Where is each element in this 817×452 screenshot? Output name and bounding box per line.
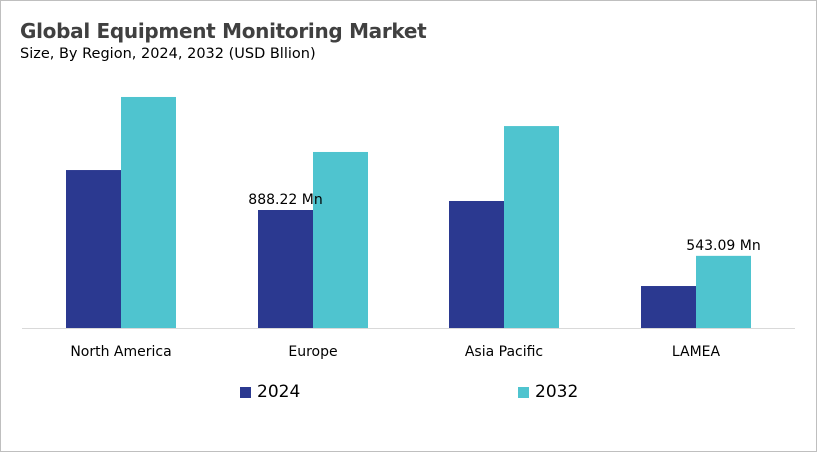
legend-label-2032: 2032 — [535, 382, 579, 402]
data-label: 888.22 Mn — [248, 192, 322, 208]
x-tick-label: Asia Pacific — [465, 344, 543, 360]
x-tick-label: Europe — [288, 344, 337, 360]
x-tick-label: North America — [70, 344, 171, 360]
x-tick-label: LAMEA — [672, 344, 721, 360]
bar-2032-asia-pacific — [504, 126, 559, 328]
legend-item-2032: 2032 — [518, 382, 578, 402]
bar-2032-europe — [313, 151, 368, 328]
bar-2024-asia-pacific — [449, 200, 504, 328]
bar-2024-europe — [258, 210, 313, 328]
legend-label-2024: 2024 — [257, 382, 301, 402]
chart-subtitle: Size, By Region, 2024, 2032 (USD Bllion) — [20, 46, 316, 62]
bar-2024-lamea — [641, 286, 696, 328]
legend-item-2024: 2024 — [240, 382, 300, 402]
bar-2032-north-america — [121, 96, 176, 328]
legend-swatch-2024 — [240, 386, 251, 398]
legend-swatch-2032 — [518, 386, 529, 398]
chart-title: Global Equipment Monitoring Market — [20, 19, 427, 43]
bar-2032-lamea — [696, 255, 751, 328]
bar-2024-north-america — [66, 170, 121, 328]
data-label: 543.09 Mn — [686, 238, 760, 254]
